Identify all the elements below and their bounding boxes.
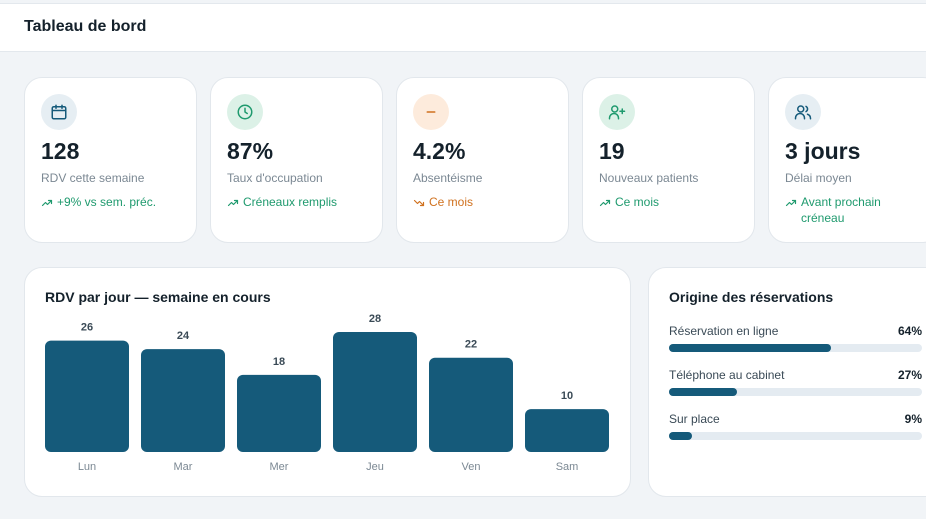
bar-jeu (333, 332, 417, 452)
origin-percent: 27% (897, 368, 922, 382)
x-tick-label: Mer (270, 461, 289, 473)
progress-fill (669, 344, 831, 352)
appointments-per-day-card: RDV par jour — semaine en cours 26 Lun 24 M… (24, 267, 631, 497)
kpi-trend-text: +9% vs sem. préc. (57, 195, 157, 209)
origin-percent: 64% (897, 324, 922, 338)
kpi-label: RDV cette semaine (41, 171, 145, 185)
trend-up-icon (599, 199, 611, 207)
trend-up-icon (785, 199, 797, 207)
user-plus-icon (599, 94, 635, 130)
kpi-value: 4.2% (413, 138, 466, 164)
kpi-label: Absentéisme (413, 171, 483, 185)
bar-sam (525, 409, 609, 452)
progress-fill (669, 432, 692, 440)
progress-track (669, 344, 922, 352)
x-tick-label: Ven (462, 461, 481, 473)
bar-value-label: 24 (177, 330, 190, 342)
minus-icon (413, 94, 449, 130)
origin-percent: 9% (904, 412, 922, 426)
x-tick-label: Lun (78, 461, 96, 473)
bar-value-label: 22 (465, 339, 477, 351)
kpi-value: 87% (227, 138, 274, 164)
bar-value-label: 28 (369, 313, 381, 325)
progress-track (669, 388, 922, 396)
bar-lun (45, 340, 129, 452)
trend-up-icon (41, 199, 53, 207)
kpi-trend-text: Ce mois (615, 195, 660, 209)
bar-value-label: 26 (81, 322, 93, 334)
kpi-trend: Avant prochain créneau (785, 194, 925, 226)
kpi-value: 3 jours (785, 138, 861, 164)
origin-label: Réservation en ligne (669, 324, 779, 338)
chart-title: RDV par jour — semaine en cours (45, 289, 271, 305)
origin-title: Origine des réservations (669, 289, 834, 305)
clock-icon (227, 94, 263, 130)
kpi-trend: Ce mois (413, 194, 473, 210)
trend-up-icon (227, 199, 239, 207)
bar-chart: 26 Lun 24 Mar 18 Mer 28 Jeu 22 Ven 10 Sam (45, 313, 609, 473)
users-icon (785, 94, 821, 130)
kpi-label: Délai moyen (785, 171, 852, 185)
trend-down-icon (413, 199, 425, 207)
x-tick-label: Sam (556, 461, 579, 473)
kpi-value: 128 (41, 138, 80, 164)
kpi-trend-text: Avant prochain créneau (801, 195, 881, 225)
kpi-label: Taux d'occupation (227, 171, 323, 185)
kpi-trend: +9% vs sem. préc. (41, 194, 156, 210)
progress-fill (669, 388, 738, 396)
bar-mar (141, 349, 225, 452)
kpi-trend: Créneaux remplis (227, 194, 337, 210)
kpi-label: Nouveaux patients (599, 171, 699, 185)
page-title: Tableau de bord (24, 18, 147, 35)
kpi-value: 19 (599, 138, 625, 164)
progress-track (669, 432, 922, 440)
bar-mer (237, 374, 321, 452)
kpi-card-absenteeism: 4.2% Absentéisme Ce mois (396, 77, 569, 243)
booking-origin-card: Origine des réservations Réservation en … (648, 267, 926, 497)
kpi-card-occupancy: 87% Taux d'occupation Créneaux remplis (210, 77, 383, 243)
kpi-card-new-patients: 19 Nouveaux patients Ce mois (582, 77, 755, 243)
bar-value-label: 18 (273, 356, 285, 368)
origin-label: Téléphone au cabinet (669, 368, 785, 382)
x-tick-label: Jeu (366, 461, 384, 473)
kpi-trend-text: Créneaux remplis (243, 195, 338, 209)
x-tick-label: Mar (174, 461, 193, 473)
bar-value-label: 10 (561, 390, 573, 402)
kpi-trend: Ce mois (599, 194, 659, 210)
kpi-trend-text: Ce mois (429, 195, 474, 209)
origin-label: Sur place (669, 412, 720, 426)
top-bar: Tableau de bord (0, 3, 926, 52)
kpi-card-average-delay: 3 jours Délai moyen Avant prochain créne… (768, 77, 926, 243)
kpi-card-appointments: 128 RDV cette semaine +9% vs sem. préc. (24, 77, 197, 243)
bar-ven (429, 357, 513, 452)
calendar-icon (41, 94, 77, 130)
